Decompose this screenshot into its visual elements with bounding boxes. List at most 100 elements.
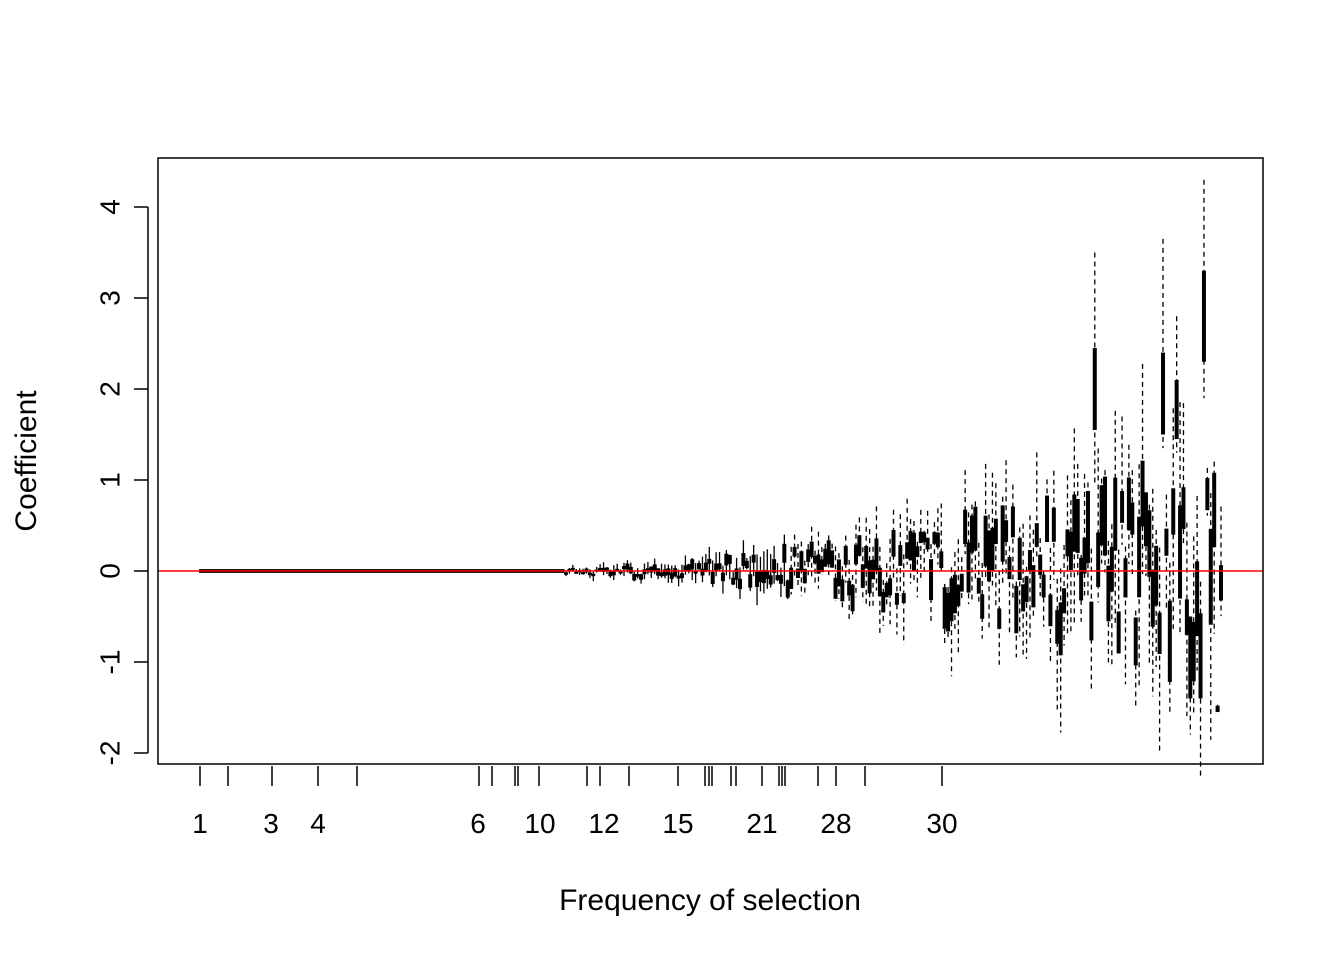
box-body bbox=[956, 584, 961, 607]
box-body bbox=[604, 567, 609, 571]
box-body bbox=[1188, 616, 1193, 699]
box-body bbox=[1062, 588, 1067, 614]
box-body bbox=[697, 563, 702, 570]
y-tick-label: -1 bbox=[95, 650, 126, 675]
box bbox=[1007, 546, 1012, 636]
box-body bbox=[908, 530, 913, 561]
box-body bbox=[1027, 550, 1032, 571]
box bbox=[778, 567, 783, 598]
box bbox=[645, 561, 650, 575]
box bbox=[980, 562, 985, 639]
box bbox=[632, 571, 637, 582]
box-body bbox=[860, 564, 865, 588]
box-body bbox=[669, 572, 674, 579]
box bbox=[1212, 461, 1217, 634]
box bbox=[1130, 470, 1135, 576]
box bbox=[952, 552, 957, 629]
box-body bbox=[690, 559, 695, 570]
box-body bbox=[867, 560, 872, 594]
box-body bbox=[758, 570, 763, 583]
box-body bbox=[1085, 490, 1090, 564]
box-body bbox=[1123, 558, 1128, 598]
box bbox=[816, 531, 821, 589]
box bbox=[1126, 444, 1131, 564]
box bbox=[908, 519, 913, 584]
box-body bbox=[656, 568, 661, 576]
box bbox=[911, 520, 916, 582]
box-body bbox=[1174, 379, 1179, 440]
box bbox=[717, 552, 722, 572]
box bbox=[1062, 544, 1067, 646]
box-body bbox=[990, 527, 995, 572]
box-body bbox=[618, 571, 623, 574]
box-body bbox=[1021, 584, 1026, 612]
box-body bbox=[1113, 477, 1118, 551]
box bbox=[1058, 568, 1063, 733]
box-body bbox=[823, 548, 828, 567]
box bbox=[1065, 475, 1070, 636]
box-body bbox=[939, 551, 944, 568]
box bbox=[761, 551, 766, 594]
box bbox=[1137, 464, 1142, 690]
box bbox=[1075, 463, 1080, 576]
box-body bbox=[1181, 487, 1186, 530]
box bbox=[795, 544, 800, 589]
box bbox=[1045, 479, 1050, 543]
box bbox=[1171, 408, 1176, 629]
y-tick-label: 2 bbox=[95, 381, 126, 397]
box bbox=[1096, 448, 1101, 603]
box-body bbox=[570, 567, 575, 570]
box-body bbox=[952, 574, 957, 614]
box bbox=[809, 526, 814, 577]
box bbox=[1089, 548, 1094, 691]
box bbox=[792, 534, 797, 580]
box-body bbox=[676, 575, 681, 579]
x-axis: 1 3 4 6 10 12 15 21 28 30 bbox=[192, 766, 958, 839]
box bbox=[697, 560, 702, 570]
box bbox=[1215, 704, 1220, 713]
box-body bbox=[741, 553, 746, 566]
x-tick-label: 1 bbox=[192, 808, 208, 839]
box-body bbox=[608, 571, 613, 577]
box-body bbox=[966, 542, 971, 593]
box bbox=[1103, 470, 1108, 573]
box-body bbox=[826, 540, 831, 565]
box-body bbox=[1143, 492, 1148, 547]
box-body bbox=[1198, 613, 1203, 699]
box bbox=[826, 535, 831, 576]
box-body bbox=[813, 555, 818, 564]
box-body bbox=[946, 592, 951, 632]
box bbox=[802, 560, 807, 597]
box bbox=[949, 567, 954, 677]
box-body bbox=[710, 572, 715, 584]
box-body bbox=[932, 532, 937, 544]
box-body bbox=[1089, 601, 1094, 641]
y-tick-label: 3 bbox=[95, 290, 126, 306]
box bbox=[813, 550, 818, 583]
box-body bbox=[888, 578, 893, 596]
box-body bbox=[772, 559, 777, 573]
x-tick-label: 28 bbox=[820, 808, 851, 839]
box-body bbox=[925, 537, 930, 550]
box-body bbox=[1055, 610, 1060, 644]
x-tick-label: 12 bbox=[588, 808, 619, 839]
x-axis-title: Frequency of selection bbox=[559, 884, 861, 917]
box-body bbox=[1031, 565, 1036, 608]
box bbox=[564, 571, 569, 577]
box-body bbox=[1007, 557, 1012, 580]
box-body bbox=[734, 568, 739, 580]
box-body bbox=[973, 506, 978, 551]
box-body bbox=[905, 542, 910, 559]
box bbox=[744, 558, 749, 570]
y-axis: -2 -1 0 1 2 3 4 bbox=[95, 199, 149, 765]
box-body bbox=[935, 532, 940, 548]
box bbox=[1079, 554, 1084, 622]
box-body bbox=[1161, 352, 1166, 435]
box-body bbox=[843, 545, 848, 565]
box-body bbox=[1017, 537, 1022, 580]
box bbox=[765, 549, 770, 589]
box bbox=[680, 564, 685, 583]
box bbox=[772, 545, 777, 584]
box bbox=[1201, 179, 1206, 399]
box bbox=[983, 463, 988, 581]
